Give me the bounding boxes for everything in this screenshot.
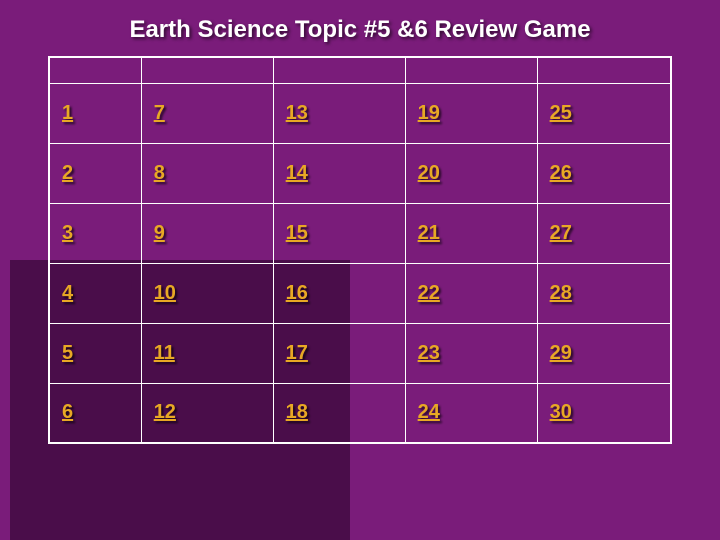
table-cell: 21: [405, 203, 537, 263]
table-row: 6 12 18 24 30: [49, 383, 671, 443]
question-link[interactable]: 29: [550, 342, 572, 365]
table-cell: 27: [537, 203, 671, 263]
header-cell: [141, 57, 273, 83]
table-cell: 30: [537, 383, 671, 443]
table-cell: 11: [141, 323, 273, 383]
table-row: 2 8 14 20 26: [49, 143, 671, 203]
question-link[interactable]: 6: [62, 401, 73, 424]
question-link[interactable]: 27: [550, 222, 572, 245]
question-link[interactable]: 2: [62, 162, 73, 185]
table-cell: 2: [49, 143, 141, 203]
question-link[interactable]: 20: [418, 162, 440, 185]
table-header-row: [49, 57, 671, 83]
question-link[interactable]: 10: [154, 282, 176, 305]
question-link[interactable]: 26: [550, 162, 572, 185]
question-link[interactable]: 14: [286, 162, 308, 185]
table-cell: 9: [141, 203, 273, 263]
question-link[interactable]: 21: [418, 222, 440, 245]
page-title: Earth Science Topic #5 &6 Review Game: [0, 0, 720, 56]
table-cell: 26: [537, 143, 671, 203]
table-cell: 16: [273, 263, 405, 323]
table-row: 1 7 13 19 25: [49, 83, 671, 143]
game-board: 1 7 13 19 25 2 8 14 20 26 3 9 15 21 27 4…: [48, 56, 672, 444]
table-cell: 3: [49, 203, 141, 263]
question-link[interactable]: 22: [418, 282, 440, 305]
table-cell: 7: [141, 83, 273, 143]
question-link[interactable]: 4: [62, 282, 73, 305]
table-cell: 18: [273, 383, 405, 443]
table-cell: 13: [273, 83, 405, 143]
question-link[interactable]: 25: [550, 102, 572, 125]
question-link[interactable]: 9: [154, 222, 165, 245]
question-link[interactable]: 3: [62, 222, 73, 245]
question-link[interactable]: 8: [154, 162, 165, 185]
header-cell: [49, 57, 141, 83]
question-link[interactable]: 11: [154, 342, 175, 365]
table-cell: 25: [537, 83, 671, 143]
question-link[interactable]: 23: [418, 342, 440, 365]
header-cell: [273, 57, 405, 83]
table-row: 3 9 15 21 27: [49, 203, 671, 263]
question-link[interactable]: 5: [62, 342, 73, 365]
table-cell: 5: [49, 323, 141, 383]
table-cell: 29: [537, 323, 671, 383]
table-cell: 14: [273, 143, 405, 203]
question-link[interactable]: 19: [418, 102, 440, 125]
question-link[interactable]: 24: [418, 401, 440, 424]
table-cell: 24: [405, 383, 537, 443]
question-link[interactable]: 1: [62, 102, 73, 125]
table-cell: 1: [49, 83, 141, 143]
table-cell: 22: [405, 263, 537, 323]
header-cell: [537, 57, 671, 83]
table-cell: 6: [49, 383, 141, 443]
table-cell: 20: [405, 143, 537, 203]
question-link[interactable]: 18: [286, 401, 308, 424]
table-cell: 17: [273, 323, 405, 383]
table-cell: 4: [49, 263, 141, 323]
table-cell: 28: [537, 263, 671, 323]
table-cell: 10: [141, 263, 273, 323]
game-board-wrap: 1 7 13 19 25 2 8 14 20 26 3 9 15 21 27 4…: [0, 56, 720, 444]
question-link[interactable]: 7: [154, 102, 165, 125]
question-link[interactable]: 12: [154, 401, 176, 424]
question-link[interactable]: 16: [286, 282, 308, 305]
question-link[interactable]: 13: [286, 102, 308, 125]
table-cell: 8: [141, 143, 273, 203]
question-link[interactable]: 15: [286, 222, 308, 245]
question-link[interactable]: 17: [286, 342, 308, 365]
header-cell: [405, 57, 537, 83]
table-row: 5 11 17 23 29: [49, 323, 671, 383]
question-link[interactable]: 30: [550, 401, 572, 424]
table-cell: 23: [405, 323, 537, 383]
question-link[interactable]: 28: [550, 282, 572, 305]
table-cell: 15: [273, 203, 405, 263]
table-cell: 19: [405, 83, 537, 143]
table-row: 4 10 16 22 28: [49, 263, 671, 323]
table-cell: 12: [141, 383, 273, 443]
